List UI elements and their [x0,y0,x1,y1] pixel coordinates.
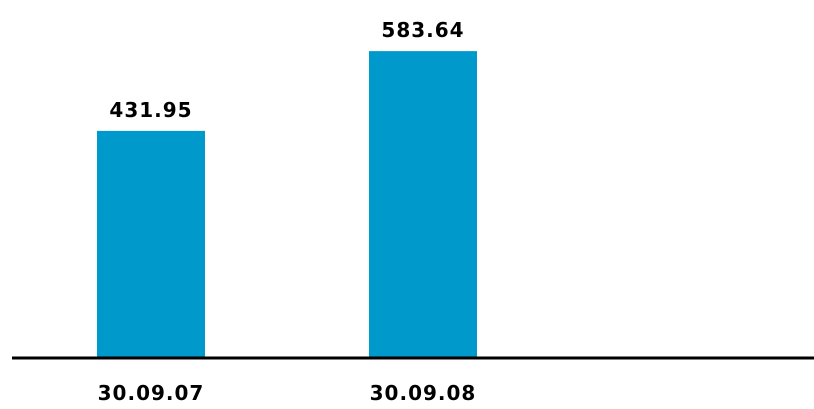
category-label-30.09.07: 30.09.07 [98,381,205,405]
value-labels-group: 431.95 583.64 [109,18,464,122]
bar-30.09.08 [369,51,477,358]
value-label-30.09.08: 583.64 [381,18,464,42]
value-label-30.09.07: 431.95 [109,98,192,122]
bar-30.09.07 [97,130,205,358]
bars-group [97,51,477,358]
category-labels-group: 30.09.07 30.09.08 [98,381,477,405]
category-label-30.09.08: 30.09.08 [370,381,477,405]
